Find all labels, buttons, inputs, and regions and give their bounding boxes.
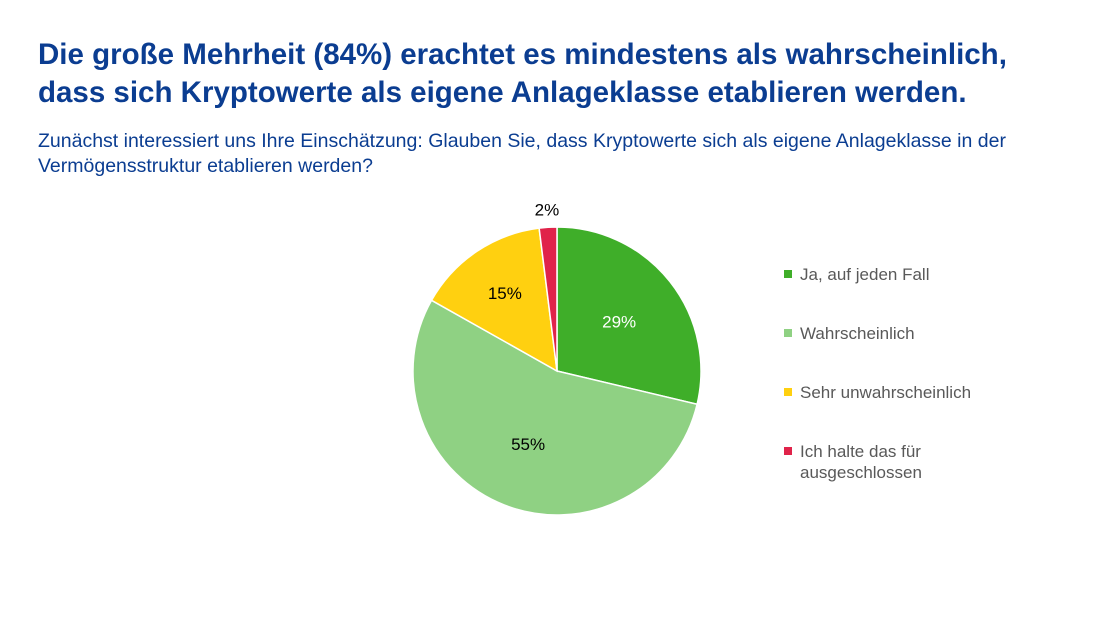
legend-label: Sehr unwahrscheinlich <box>800 383 972 402</box>
legend-item-ja: Ja, auf jeden Fall <box>784 264 1034 285</box>
slice-value-label: 29% <box>602 312 636 331</box>
legend-item-ausgeschlossen: Ich halte das für ausgeschlossen <box>784 441 1034 483</box>
pie-slice <box>412 299 699 516</box>
pie-slice <box>430 227 558 373</box>
legend-swatch <box>784 447 792 455</box>
pie-slice <box>538 226 558 372</box>
slice-value-label: 55% <box>511 435 545 454</box>
legend-label: Ja, auf jeden Fall <box>800 265 930 284</box>
legend-swatch <box>784 388 792 396</box>
chart-legend: Ja, auf jeden Fall Wahrscheinlich Sehr u… <box>784 264 1034 521</box>
pie-slice <box>556 226 702 406</box>
legend-label: Ich halte das für ausgeschlossen <box>800 442 922 482</box>
slice-value-label: 15% <box>488 284 522 303</box>
slice-value-label: 2% <box>535 201 560 220</box>
legend-label: Wahrscheinlich <box>800 324 915 343</box>
legend-swatch <box>784 270 792 278</box>
legend-swatch <box>784 329 792 337</box>
question-text: Zunächst interessiert uns Ihre Einschätz… <box>38 130 1006 177</box>
legend-item-sehr-unwahrscheinlich: Sehr unwahrscheinlich <box>784 382 1034 403</box>
legend-item-wahrscheinlich: Wahrscheinlich <box>784 323 1034 344</box>
page-title: Die große Mehrheit (84%) erachtet es min… <box>38 38 1007 109</box>
